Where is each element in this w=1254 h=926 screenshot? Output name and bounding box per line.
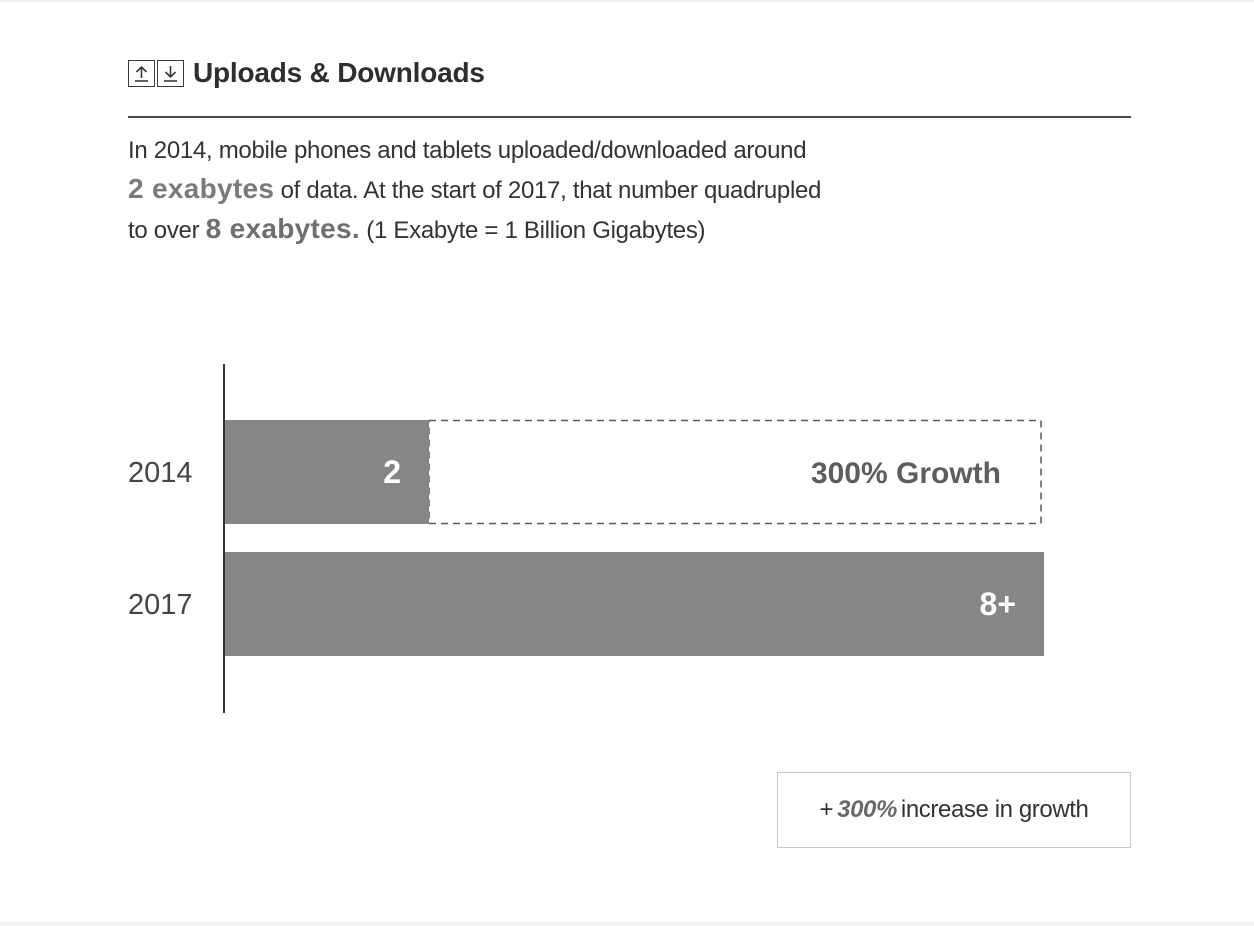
upload-download-icons <box>128 59 184 87</box>
top-divider <box>0 0 1254 2</box>
bar-2017 <box>224 552 1044 656</box>
category-label-2017: 2017 <box>128 589 193 621</box>
description-line-2: of data. At the start of 2017, that numb… <box>274 177 822 204</box>
growth-callout: + 300% increase in growth <box>777 772 1131 848</box>
growth-annotation: 300% Growth <box>811 457 1001 490</box>
description-line-3-post: (1 Exabyte = 1 Billion Gigabytes) <box>359 217 706 244</box>
callout-suffix: increase in growth <box>900 796 1089 823</box>
growth-dashed-outline <box>428 419 1042 525</box>
data-label-2014: 2 <box>383 454 401 490</box>
callout-percent: 300% <box>837 796 897 823</box>
description-line-3-pre: to over <box>128 217 206 244</box>
section-header: Uploads & Downloads <box>128 57 485 89</box>
bar-2014 <box>224 420 429 524</box>
upload-arrow-icon <box>128 59 155 87</box>
bottom-divider <box>0 922 1254 926</box>
page-title: Uploads & Downloads <box>193 57 485 88</box>
download-arrow-icon <box>157 59 184 87</box>
description-line-1: In 2014, mobile phones and tablets uploa… <box>128 137 807 164</box>
stat-2014: 2 exabytes <box>128 173 275 204</box>
data-label-2017: 8+ <box>980 586 1016 622</box>
description-text: In 2014, mobile phones and tablets uploa… <box>128 132 1008 250</box>
header-divider <box>128 116 1131 118</box>
stat-2017: 8 exabytes. <box>205 213 360 244</box>
category-label-2014: 2014 <box>128 457 193 489</box>
callout-prefix: + <box>819 796 834 823</box>
